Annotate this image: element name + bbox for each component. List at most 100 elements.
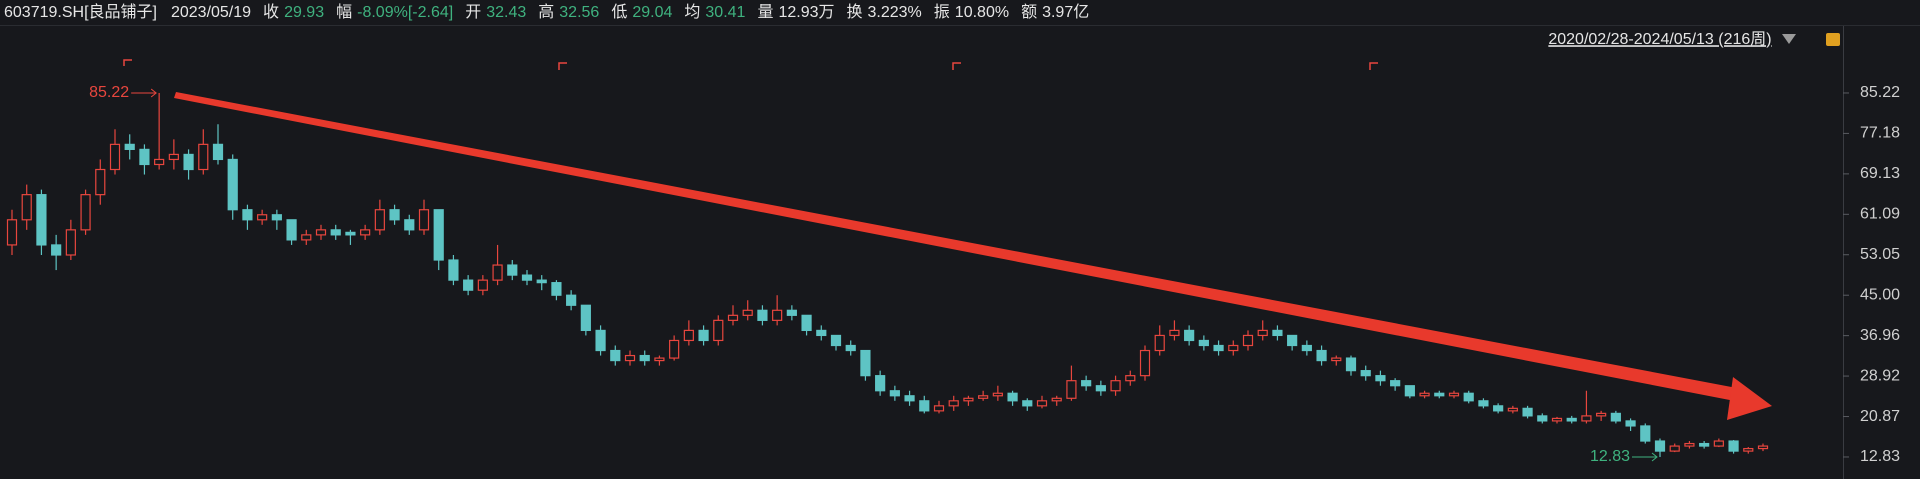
candle-body xyxy=(1699,442,1710,447)
period-marker xyxy=(123,59,132,66)
candle-body xyxy=(95,168,106,196)
candle-body xyxy=(124,143,135,150)
candle-body xyxy=(978,395,989,399)
candle-body xyxy=(477,279,488,291)
y-tick-label: 12.83 xyxy=(1860,448,1900,465)
period-marker xyxy=(558,62,567,70)
candle-body xyxy=(551,282,562,296)
y-tick-label: 61.09 xyxy=(1860,206,1900,223)
candle-body xyxy=(1287,334,1298,347)
candle-body xyxy=(669,339,680,359)
quote-label: 收 xyxy=(263,3,279,21)
candle-body xyxy=(1316,349,1327,362)
candle-body xyxy=(1228,344,1239,352)
candle-body xyxy=(1022,400,1033,407)
candle-body xyxy=(1713,440,1724,447)
quote-value: 32.56 xyxy=(559,4,599,21)
candle-body xyxy=(713,319,724,342)
candle-body xyxy=(404,219,415,231)
candle-body xyxy=(757,309,768,321)
quote-label: 低 xyxy=(611,3,627,21)
candle-body xyxy=(51,244,62,256)
candle-body xyxy=(1581,415,1592,422)
stock-code: 603719.SH[良品铺子] xyxy=(4,3,157,21)
candle-body xyxy=(1257,329,1268,337)
candle-body xyxy=(360,229,371,236)
candle-body xyxy=(1360,370,1371,377)
quote-value: 3.97亿 xyxy=(1042,3,1089,21)
quote-value: 30.41 xyxy=(705,4,745,21)
quote-label: 量 xyxy=(757,4,773,21)
candle-body xyxy=(1081,380,1092,387)
candle-body xyxy=(1419,392,1430,397)
candle-body xyxy=(1007,392,1018,402)
y-tick-label: 77.18 xyxy=(1860,125,1900,142)
candle-body xyxy=(1654,440,1666,452)
quote-value: 12.93万 xyxy=(778,4,834,21)
candle-body xyxy=(801,314,812,332)
candle-body xyxy=(492,264,503,281)
y-tick-label: 36.96 xyxy=(1860,327,1900,344)
candle-body xyxy=(904,395,915,402)
candle-body xyxy=(168,153,179,161)
candle-body xyxy=(212,143,224,161)
candle-body xyxy=(1463,392,1474,402)
candle-body xyxy=(65,229,76,256)
quote-label: 幅 xyxy=(336,3,352,21)
candle-body xyxy=(1728,440,1739,452)
candle-body xyxy=(1331,357,1342,362)
candle-body xyxy=(1566,417,1577,422)
dropdown-icon[interactable] xyxy=(1782,34,1796,44)
candle-body xyxy=(845,344,856,352)
candle-body xyxy=(919,400,930,412)
candle-body xyxy=(536,279,547,284)
candle-body xyxy=(1625,420,1636,427)
candle-body xyxy=(36,194,47,246)
candle-body xyxy=(257,214,268,221)
candle-body xyxy=(727,314,739,321)
candle-body xyxy=(1066,380,1077,399)
candle-body xyxy=(1478,400,1489,407)
candle-body xyxy=(772,309,783,321)
candle-body xyxy=(521,274,533,281)
low-label: 12.83 xyxy=(1590,448,1630,465)
candle-body xyxy=(963,397,974,402)
candle-body xyxy=(1522,407,1533,417)
lock-icon[interactable] xyxy=(1826,33,1840,46)
quote-label: 开 xyxy=(465,4,481,21)
candle-body xyxy=(21,194,32,221)
candle-body xyxy=(1404,385,1415,397)
candle-body xyxy=(1375,375,1386,382)
y-tick-label: 53.05 xyxy=(1860,246,1900,263)
candle-body xyxy=(1743,447,1754,452)
candle-body xyxy=(816,329,827,337)
candle-body xyxy=(271,214,282,221)
candle-body xyxy=(1125,375,1136,382)
candle-body xyxy=(1640,425,1651,442)
candle-body xyxy=(1551,417,1563,422)
date-range[interactable]: 2020/02/28-2024/05/13 (216周) xyxy=(1548,31,1771,48)
candle-body xyxy=(948,400,959,407)
y-tick-label: 28.92 xyxy=(1860,367,1900,384)
candle-body xyxy=(624,354,636,362)
quote-label: 均 xyxy=(684,3,700,21)
candle-body xyxy=(154,158,165,166)
quote-value: 29.04 xyxy=(632,4,672,21)
candle-body xyxy=(1537,415,1548,422)
candle-body xyxy=(933,405,945,412)
candle-body xyxy=(463,279,474,291)
quote-value: 32.43 xyxy=(486,4,526,21)
high-pointer xyxy=(131,88,157,98)
candle-body xyxy=(1184,329,1195,342)
quote-label: 振 xyxy=(934,3,950,21)
quote-label: 换 xyxy=(847,3,863,21)
candle-body xyxy=(1051,397,1062,402)
candle-body xyxy=(1448,392,1460,397)
candle-body xyxy=(1434,392,1445,397)
quote-value: 3.223% xyxy=(868,4,922,21)
candle-body xyxy=(610,349,621,362)
candle-body xyxy=(286,219,297,241)
candle-body xyxy=(786,309,797,316)
candle-body xyxy=(566,294,577,306)
